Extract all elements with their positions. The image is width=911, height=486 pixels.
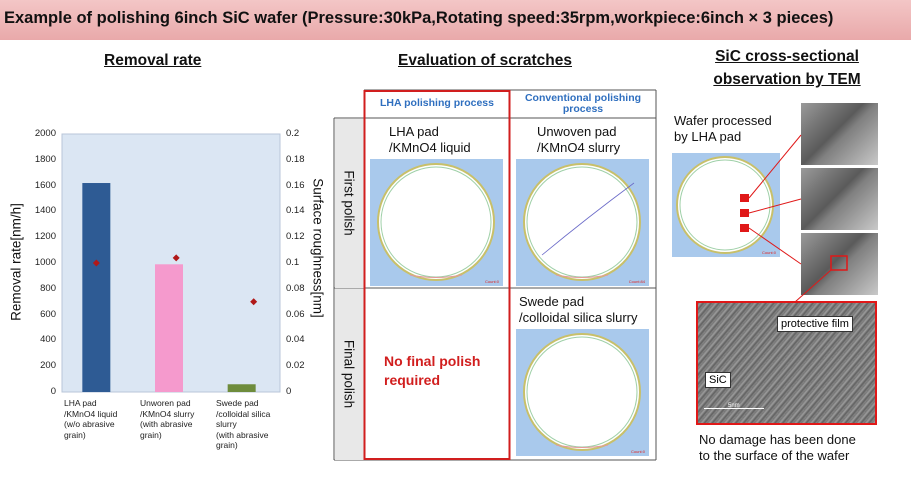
category-label-swede: Swede pad /colloidal silica slurry (with… — [216, 398, 271, 450]
y-tick-label: 1800 — [34, 153, 56, 165]
removal-rate-bar-1 — [155, 264, 183, 392]
y-tick-label: 1000 — [34, 257, 56, 268]
y2-tick-label: 0.14 — [286, 205, 305, 217]
y-tick-label: 0 — [50, 386, 56, 397]
count-conv-final: Count:0 — [631, 449, 646, 454]
conv-final-label: Swede pad /colloidal silica slurry — [519, 294, 638, 325]
scale-bar — [704, 408, 764, 409]
y-tick-label: 800 — [40, 282, 56, 294]
y2-tick-label: 0.06 — [286, 308, 305, 320]
scale-label: 5nm — [728, 403, 740, 409]
tem-image-1 — [801, 103, 878, 165]
removal-rate-bar-2 — [227, 384, 256, 392]
count-conv-first: Count:84 — [629, 279, 646, 284]
y-tick-label: 1200 — [34, 231, 56, 243]
surface-roughness-marker-0 — [92, 259, 100, 267]
page-title: Example of polishing 6inch SiC wafer (Pr… — [4, 9, 834, 27]
y2-tick-label: 0.12 — [286, 231, 305, 243]
conv-first-label: Unwoven pad /KMnO4 slurry — [537, 124, 621, 155]
tem-title-line1: SiC cross-sectional — [715, 48, 859, 65]
wafer-map-conv-first: Count:84 — [516, 159, 649, 286]
y-tick-label: 2000 — [34, 128, 56, 139]
category-label-unwoven: Unworen pad /KMnO4 slurry (with abrasive… — [140, 398, 195, 440]
surface-roughness-marker-2 — [250, 298, 258, 306]
wafer-processed-label: Wafer processed by LHA pad — [674, 113, 772, 144]
y2-tick-label: 0.02 — [286, 360, 305, 372]
sic-label: SiC — [705, 372, 731, 388]
y2-tick-label: 0 — [286, 386, 292, 397]
tem-image-2 — [801, 168, 878, 230]
wafer-map-conv-final: Count:0 — [516, 329, 649, 456]
protective-film-label: protective film — [777, 316, 853, 332]
category-label-lha: LHA pad /KMnO4 liquid (w/o abrasive grai… — [64, 398, 118, 440]
y-tick-label: 1600 — [34, 179, 56, 191]
col-header-conventional: Conventional polishing process — [524, 92, 642, 115]
count-tem-wafer: Count:0 — [762, 250, 777, 255]
count-lha-first: Count:0 — [485, 279, 500, 284]
lha-first-label: LHA pad /KMnO4 liquid — [389, 124, 471, 155]
wafer-map-lha-first: Count:0 — [370, 159, 503, 286]
surface-roughness-marker-1 — [172, 254, 180, 262]
wafer-map-tem: Count:0 — [672, 153, 780, 257]
y2-tick-label: 0.18 — [286, 153, 305, 165]
removal-rate-title: Removal rate — [104, 52, 202, 69]
y-tick-label: 400 — [40, 334, 56, 346]
y-tick-label: 1400 — [34, 205, 56, 217]
y-tick-label: 600 — [40, 308, 56, 320]
y2-tick-label: 0.16 — [286, 179, 305, 191]
tem-caption: No damage has been done to the surface o… — [699, 432, 856, 463]
y2-tick-label: 0.1 — [286, 257, 300, 268]
y2-tick-label: 0.04 — [286, 334, 305, 346]
y2-tick-label: 0.08 — [286, 282, 305, 294]
lha-column-highlight — [363, 90, 511, 460]
removal-rate-bar-0 — [82, 183, 111, 392]
y2-tick-label: 0.2 — [286, 128, 300, 139]
tem-title-line2: observation by TEM — [713, 71, 861, 88]
lha-final-note: No final polish required — [384, 353, 481, 388]
col-header-lha: LHA polishing process — [380, 97, 494, 109]
title-banner — [0, 0, 911, 40]
y-tick-label: 200 — [40, 360, 56, 372]
scratches-title: Evaluation of scratches — [398, 52, 573, 69]
